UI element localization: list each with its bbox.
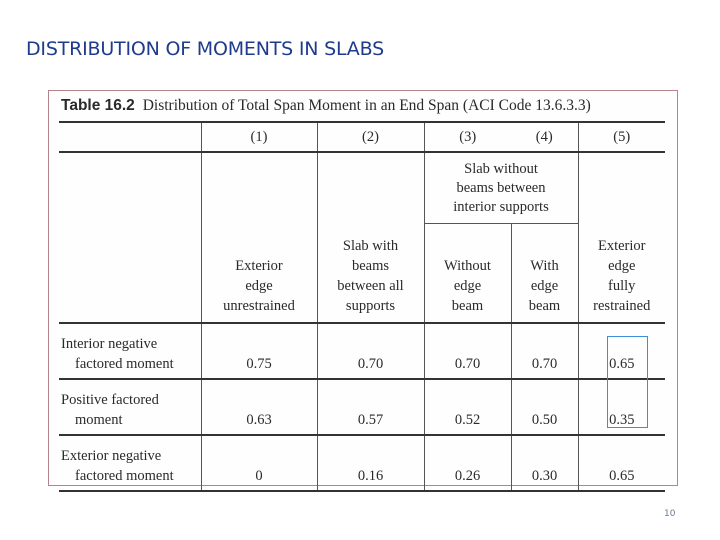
table-caption: Table 16.2 Distribution of Total Span Mo… [61, 97, 591, 115]
col-number-4: (4) [511, 121, 578, 153]
highlight-box [607, 336, 648, 428]
header-exterior-edge-fully-restrained: Exterior edge fully restrained [577, 223, 665, 324]
table-cell: 0.30 [510, 435, 578, 492]
table-cell: 0.75 [200, 323, 317, 380]
header-exterior-edge-unrestrained: Exterior edge unrestrained [200, 223, 317, 324]
header-slab-with-beams: Slab with beams between all supports [316, 223, 424, 324]
header-without-edge-beam: Without edge beam [423, 223, 511, 324]
table-image-frame: Table 16.2 Distribution of Total Span Mo… [48, 90, 678, 492]
table-cell: 0.52 [423, 379, 511, 436]
slide-title: DISTRIBUTION OF MOMENTS IN SLABS [26, 38, 384, 60]
col-number-2: (2) [316, 121, 424, 153]
table-row: Interior negative factored moment 0.75 0… [59, 323, 665, 380]
group-header-slab-without-beams: Slab without beams between interior supp… [423, 152, 578, 224]
table-cell: 0 [200, 435, 317, 492]
col-number-3: (3) [423, 121, 511, 153]
page-number: 10 [664, 509, 676, 519]
table-cell: 0.70 [316, 323, 424, 380]
table-cell: 0.63 [200, 379, 317, 436]
table-cell: 0.70 [510, 323, 578, 380]
header-with-edge-beam: With edge beam [510, 223, 578, 324]
row-label-exterior-negative: Exterior negative factored moment [59, 435, 201, 492]
column-header-row: Exterior edge unrestrained Slab with bea… [59, 223, 665, 324]
column-number-row: (1) (2) (3) (4) (5) [59, 121, 665, 153]
table-cell: 0.35 [577, 379, 665, 436]
table-cell: 0.16 [316, 435, 424, 492]
table-cell: 0.65 [577, 323, 665, 380]
table-cell: 0.70 [423, 323, 511, 380]
table-cell: 0.57 [316, 379, 424, 436]
col-number-5: (5) [577, 121, 665, 153]
moment-distribution-table: (1) (2) (3) (4) (5) Slab without beams b… [59, 121, 665, 492]
col-number-1: (1) [200, 121, 317, 153]
corner-cell [59, 121, 201, 153]
table-caption-number: Table 16.2 [61, 97, 135, 114]
row-label-interior-negative: Interior negative factored moment [59, 323, 201, 380]
group-header-row: Slab without beams between interior supp… [59, 152, 665, 224]
table-caption-text: Distribution of Total Span Moment in an … [142, 97, 591, 114]
table-cell: 0.50 [510, 379, 578, 436]
table-row: Positive factored moment 0.63 0.57 0.52 … [59, 379, 665, 436]
table-row: Exterior negative factored moment 0 0.16… [59, 435, 665, 492]
table-cell: 0.65 [577, 435, 665, 492]
row-label-positive: Positive factored moment [59, 379, 201, 436]
table-cell: 0.26 [423, 435, 511, 492]
